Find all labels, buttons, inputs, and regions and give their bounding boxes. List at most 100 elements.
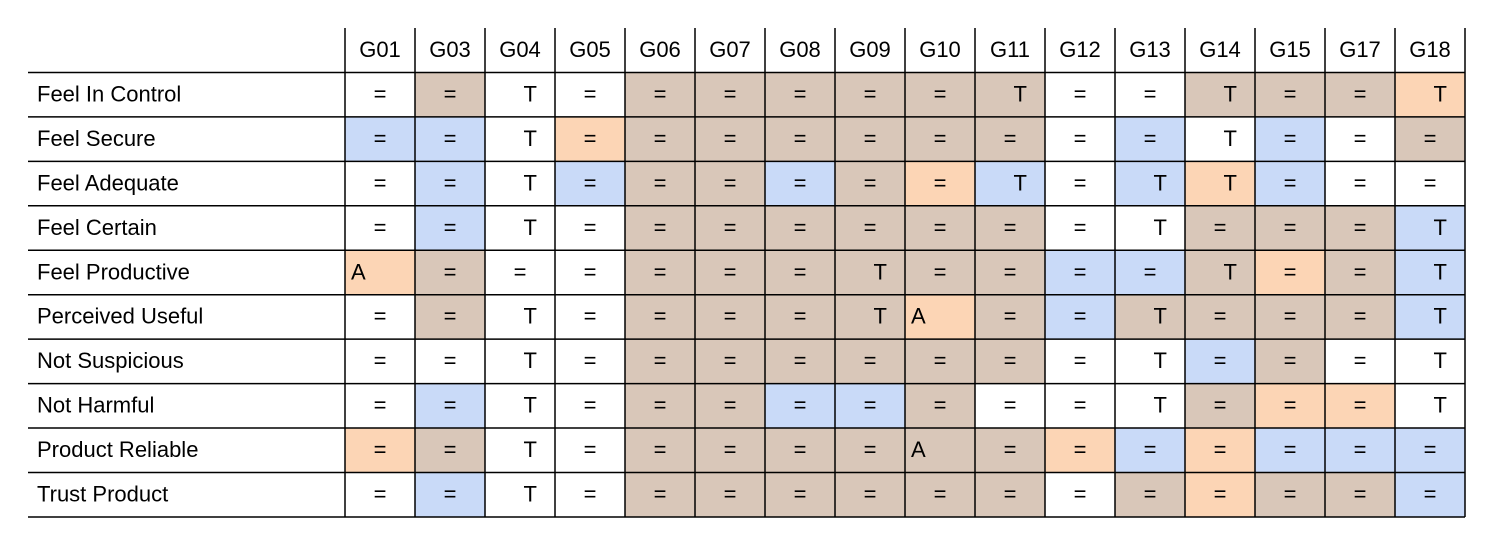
cell-fill <box>555 472 625 517</box>
cell-value: = <box>1074 348 1087 373</box>
cell-fill <box>905 383 975 429</box>
cell-fill <box>415 294 485 340</box>
cell-value: = <box>1074 259 1087 284</box>
cell-value: = <box>934 126 947 151</box>
cell-value: = <box>654 126 667 151</box>
column-header: G14 <box>1199 37 1241 62</box>
cell-fill <box>905 428 975 473</box>
column-header: G15 <box>1269 37 1311 62</box>
cell-value: = <box>1144 81 1157 106</box>
cell-value: = <box>864 126 877 151</box>
cell-fill <box>765 161 835 206</box>
cell-value: = <box>934 170 947 195</box>
cell-value: T <box>1154 170 1167 195</box>
cell-value: = <box>444 215 457 240</box>
cell-value: = <box>444 170 457 195</box>
cell-value: = <box>724 348 737 373</box>
cell-value: = <box>1074 304 1087 329</box>
cell-fill <box>345 116 415 162</box>
cell-fill <box>905 339 975 384</box>
cell-fill <box>415 339 485 384</box>
cell-value: = <box>724 437 737 462</box>
cell-fill <box>1115 428 1185 473</box>
cell-fill <box>1395 205 1465 251</box>
cell-fill <box>765 72 835 117</box>
cell-value: = <box>444 126 457 151</box>
column-header: G07 <box>709 37 751 62</box>
cell-value: = <box>1074 126 1087 151</box>
cell-fill <box>1185 294 1255 340</box>
cell-fill <box>1185 339 1255 384</box>
cell-value: = <box>1144 482 1157 507</box>
cell-fill <box>905 472 975 517</box>
cell-value: = <box>584 304 597 329</box>
cell-fill <box>1115 294 1185 340</box>
cell-fill <box>1185 205 1255 251</box>
cell-value: = <box>1354 126 1367 151</box>
cell-value: = <box>794 215 807 240</box>
cell-value: T <box>1434 215 1447 240</box>
cell-value: = <box>654 437 667 462</box>
cell-fill <box>625 294 695 340</box>
cell-value: = <box>584 81 597 106</box>
cell-fill <box>1255 116 1325 162</box>
cell-fill <box>1395 428 1465 473</box>
cell-value: = <box>444 437 457 462</box>
cell-value: = <box>584 348 597 373</box>
cell-value: = <box>1004 304 1017 329</box>
cell-value: = <box>864 81 877 106</box>
cell-value: = <box>654 81 667 106</box>
cell-fill <box>1115 339 1185 384</box>
cell-fill <box>1185 72 1255 117</box>
cell-fill <box>835 72 905 117</box>
cell-fill <box>1395 472 1465 517</box>
cell-fill <box>695 339 765 384</box>
cell-fill <box>1045 205 1115 251</box>
cell-fill <box>695 72 765 117</box>
cell-value: = <box>794 170 807 195</box>
cell-value: = <box>1074 81 1087 106</box>
cell-value: = <box>794 437 807 462</box>
cell-fill <box>975 116 1045 162</box>
cell-fill <box>1325 72 1395 117</box>
column-header: G11 <box>990 37 1030 62</box>
cell-value: T <box>1154 215 1167 240</box>
row-label: Not Suspicious <box>37 348 184 373</box>
cell-value: = <box>864 348 877 373</box>
cell-fill <box>975 294 1045 340</box>
cell-value: T <box>524 482 537 507</box>
cell-value: = <box>1144 259 1157 284</box>
cell-fill <box>695 428 765 473</box>
column-header: G13 <box>1129 37 1171 62</box>
cell-value: T <box>1014 81 1027 106</box>
cell-fill <box>1325 383 1395 429</box>
cell-value: = <box>864 482 877 507</box>
cell-value: A <box>911 437 926 462</box>
row-label: Feel Secure <box>37 126 156 151</box>
cell-fill <box>555 116 625 162</box>
cell-value: = <box>864 437 877 462</box>
cell-value: = <box>374 126 387 151</box>
cell-fill <box>625 250 695 295</box>
cell-fill <box>625 116 695 162</box>
cell-fill <box>345 472 415 517</box>
cell-value: = <box>1354 393 1367 418</box>
cell-fill <box>625 472 695 517</box>
cell-fill <box>555 294 625 340</box>
column-header: G08 <box>779 37 821 62</box>
cell-fill <box>1185 250 1255 295</box>
cell-value: = <box>1354 215 1367 240</box>
cell-value: T <box>524 215 537 240</box>
column-header: G09 <box>849 37 891 62</box>
cell-fill <box>1255 383 1325 429</box>
cell-value: = <box>794 304 807 329</box>
row-label: Feel Productive <box>37 259 190 284</box>
cell-value: T <box>1154 304 1167 329</box>
cell-fill <box>695 205 765 251</box>
cell-value: T <box>874 304 887 329</box>
cell-fill <box>695 472 765 517</box>
cell-value: = <box>724 126 737 151</box>
cell-fill <box>835 472 905 517</box>
cell-value: = <box>934 348 947 373</box>
cell-value: = <box>724 259 737 284</box>
